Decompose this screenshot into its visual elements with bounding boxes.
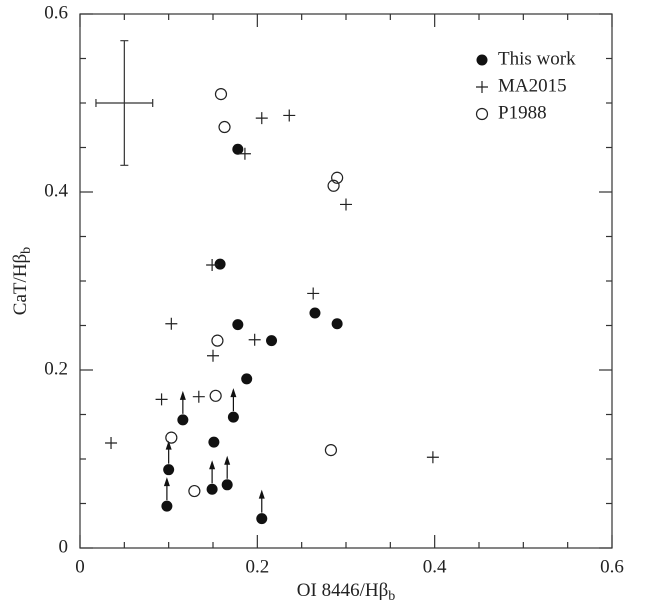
point — [207, 349, 219, 362]
x-tick-label: 0.6 — [600, 556, 624, 577]
point — [256, 513, 268, 525]
point — [307, 287, 320, 300]
lower-limit-arrowhead — [165, 440, 172, 450]
y-axis-label: CaT/Hβb — [10, 247, 34, 315]
x-tick-label: 0.2 — [245, 556, 269, 577]
legend-marker — [475, 107, 489, 121]
point — [426, 451, 439, 464]
y-tick-label: 0.4 — [44, 180, 68, 201]
point — [238, 147, 251, 160]
x-tick-label: 0.4 — [423, 556, 447, 577]
y-tick-label: 0.6 — [44, 2, 68, 23]
lower-limit-arrowhead — [258, 489, 265, 499]
point — [188, 484, 201, 498]
point — [163, 464, 175, 476]
point — [241, 373, 253, 385]
point — [221, 479, 233, 491]
point — [165, 317, 178, 330]
point — [208, 436, 220, 448]
point — [206, 258, 219, 271]
point — [331, 171, 344, 184]
point — [192, 390, 205, 403]
lower-limit-arrowhead — [209, 460, 216, 470]
point — [232, 319, 244, 331]
y-tick-label: 0 — [59, 536, 69, 557]
error-bar-y — [120, 40, 129, 166]
x-axis-label: OI 8446/Hβb — [297, 580, 395, 604]
lower-limit-arrowhead — [163, 477, 170, 487]
x-tick-label: 0 — [75, 556, 85, 577]
point — [161, 500, 173, 512]
lower-limit-arrowhead — [179, 390, 186, 400]
point — [331, 318, 343, 330]
point — [248, 333, 261, 346]
point — [211, 334, 224, 347]
y-tick-label: 0.2 — [44, 358, 68, 379]
point — [218, 120, 231, 134]
legend-marker — [476, 81, 488, 93]
point — [177, 414, 189, 426]
legend-label: This work — [498, 48, 576, 69]
point — [283, 109, 296, 122]
point — [227, 411, 239, 423]
point — [266, 335, 278, 347]
point — [324, 444, 338, 457]
point — [232, 143, 244, 155]
point — [340, 198, 352, 211]
point — [214, 258, 226, 270]
point — [327, 179, 340, 192]
point — [309, 307, 321, 319]
legend-label: P1988 — [498, 102, 547, 123]
point — [155, 393, 168, 406]
point — [105, 436, 118, 449]
legend-label: MA2015 — [498, 75, 567, 96]
point — [255, 112, 268, 125]
legend-marker — [476, 54, 488, 66]
lower-limit-arrowhead — [230, 388, 237, 398]
point — [209, 389, 222, 402]
point — [206, 483, 218, 495]
point — [165, 431, 178, 444]
lower-limit-arrowhead — [224, 455, 231, 465]
point — [214, 87, 228, 101]
